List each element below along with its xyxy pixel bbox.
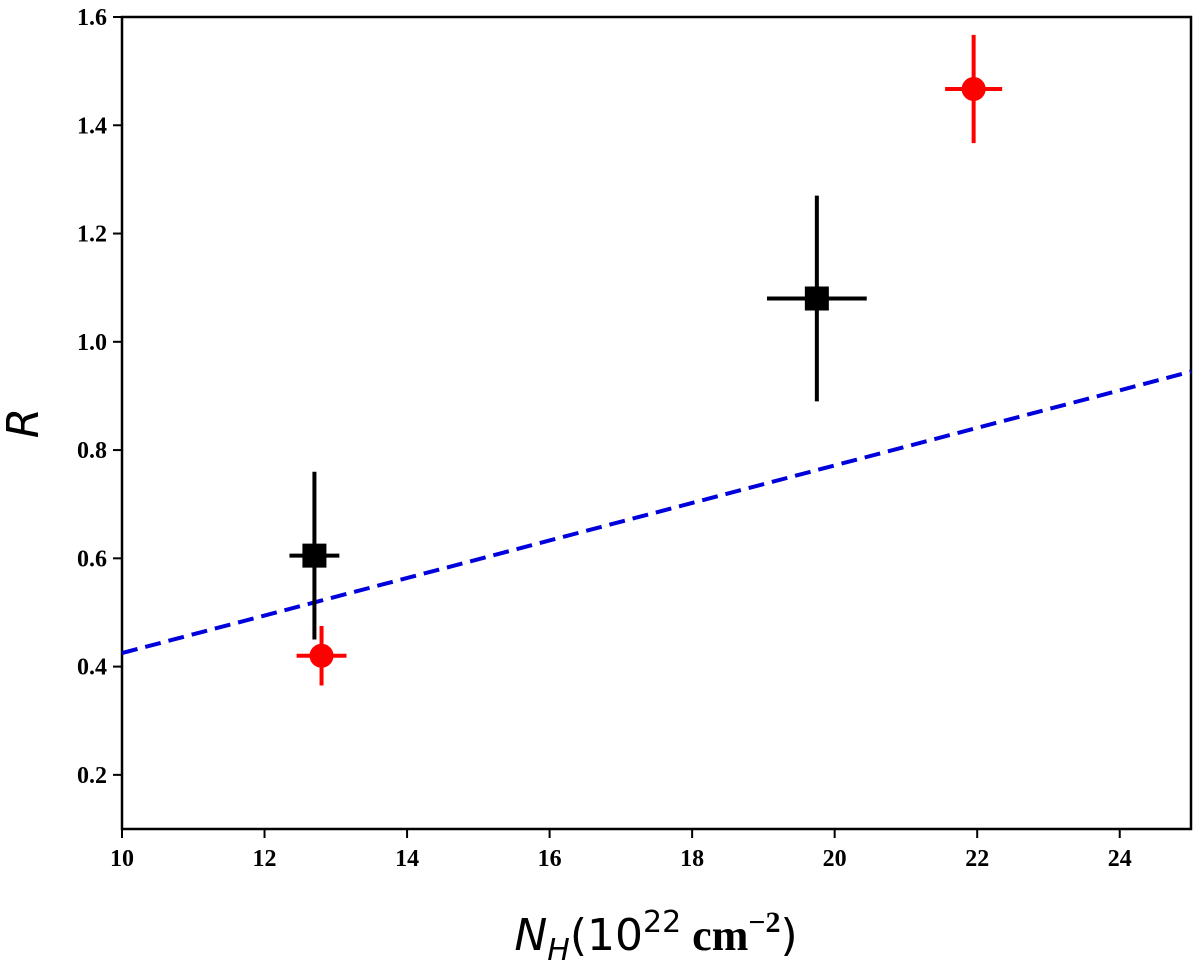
circle-marker	[961, 76, 986, 101]
x-tick-label: 14	[395, 846, 419, 872]
y-tick-label: 0.2	[77, 763, 107, 789]
square-marker	[804, 286, 829, 311]
red-circles-point	[296, 626, 347, 686]
x-tick-label: 24	[1108, 846, 1132, 872]
y-tick-label: 1.2	[77, 222, 107, 248]
y-tick-label: 1.6	[77, 5, 107, 31]
x-tick-label: 16	[538, 846, 562, 872]
y-tick-label: 1.0	[77, 330, 107, 356]
y-tick-label: 0.6	[77, 546, 107, 572]
x-label-symbol: N	[514, 910, 547, 961]
x-tick-label: 12	[253, 846, 277, 872]
black-squares-point	[766, 195, 867, 402]
x-axis-label: NH(1022 cm−2)	[514, 905, 797, 965]
square-marker	[302, 543, 327, 568]
x-label-exponent: 22	[643, 905, 681, 940]
black-squares-point	[289, 471, 340, 640]
y-tick-label: 0.4	[77, 655, 107, 681]
y-axis-label: R	[0, 408, 49, 439]
x-tick-label: 18	[680, 846, 704, 872]
y-tick-label: 0.8	[77, 438, 107, 464]
x-label-unit-exponent: −2	[748, 906, 780, 939]
x-label-open: (10	[570, 910, 643, 961]
x-tick-label: 20	[823, 846, 847, 872]
fit-line	[121, 369, 1192, 656]
x-label-subscript: H	[547, 933, 570, 965]
x-tick-label: 10	[110, 846, 134, 872]
circle-marker	[309, 643, 334, 668]
x-label-unit: cm	[681, 911, 748, 960]
red-circles-point	[945, 34, 1003, 144]
plot-frame	[120, 15, 1193, 831]
x-label-close: )	[780, 910, 797, 961]
y-tick-label: 1.4	[77, 113, 107, 139]
x-tick-label: 22	[965, 846, 989, 872]
